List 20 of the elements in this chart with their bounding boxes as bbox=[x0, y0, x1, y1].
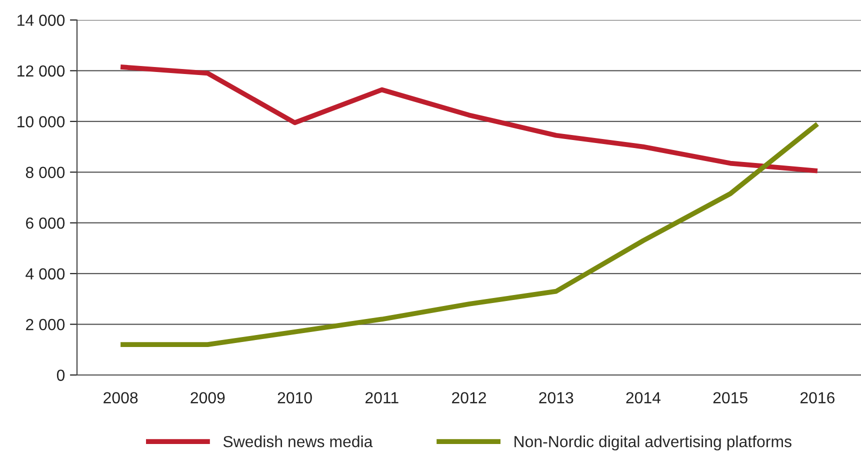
y-tick-label: 8 000 bbox=[26, 166, 65, 178]
y-tick-label: 2 000 bbox=[26, 318, 65, 330]
x-tick-label: 2009 bbox=[190, 392, 225, 404]
line-series bbox=[118, 64, 820, 174]
x-tick-label: 2008 bbox=[104, 392, 138, 404]
x-tick-label: 2011 bbox=[366, 392, 398, 404]
x-tick-label: 2015 bbox=[713, 392, 748, 404]
x-tick-label: 2016 bbox=[800, 392, 835, 404]
y-tick-label: 4 000 bbox=[26, 268, 65, 280]
y-tick-label: 6 000 bbox=[26, 217, 65, 229]
x-tick-label: 2012 bbox=[452, 392, 486, 404]
legend-label: Swedish news media bbox=[223, 436, 373, 448]
y-tick-label: 14 000 bbox=[18, 14, 65, 26]
y-tick-label: 0 bbox=[56, 370, 65, 381]
x-tick-label: 2014 bbox=[626, 392, 661, 404]
y-tick-label: 10 000 bbox=[18, 116, 65, 128]
x-tick-label: 2010 bbox=[278, 392, 312, 404]
legend-label: Non-Nordic digital advertising platforms bbox=[514, 436, 792, 450]
y-tick-label: 12 000 bbox=[18, 65, 65, 77]
x-tick-label: 2013 bbox=[539, 392, 574, 404]
